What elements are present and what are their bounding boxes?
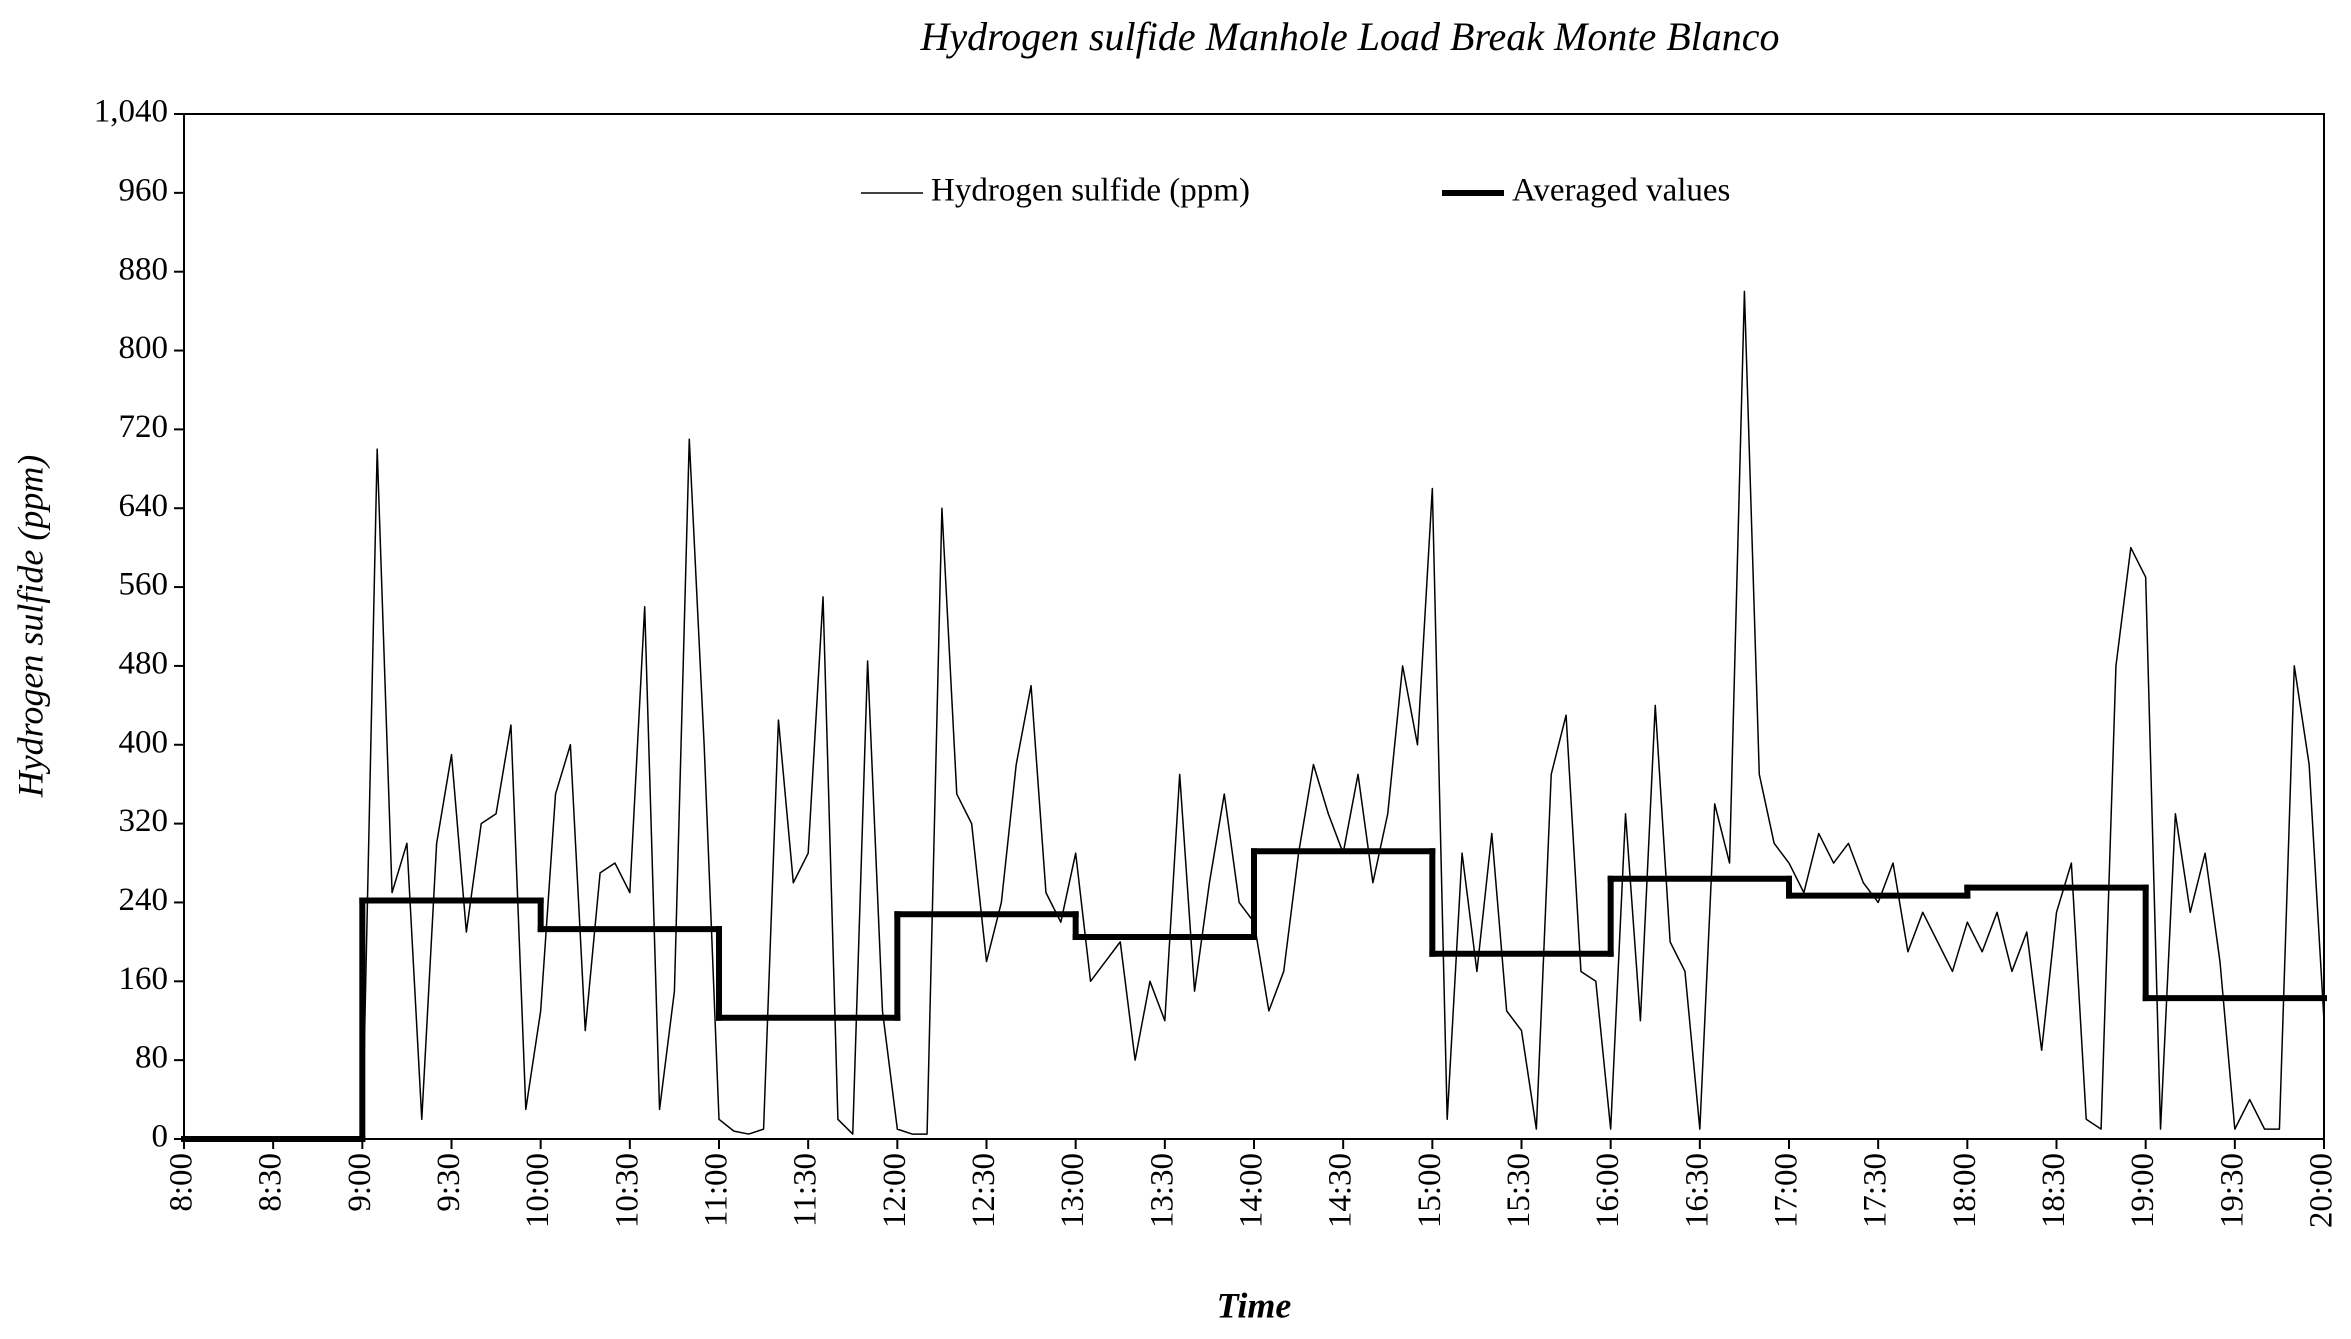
y-tick-label: 240 [119, 882, 169, 918]
x-tick-label: 12:30 [966, 1153, 1002, 1228]
x-tick-label: 14:30 [1323, 1153, 1359, 1228]
legend-label: Hydrogen sulfide (ppm) [931, 173, 1250, 209]
x-tick-label: 8:30 [253, 1153, 289, 1212]
y-tick-label: 480 [119, 646, 169, 682]
plot-frame [183, 113, 2325, 1140]
x-tick-label: 19:00 [2125, 1153, 2161, 1228]
x-tick-label: 17:30 [1858, 1153, 1894, 1228]
x-tick-label: 17:00 [1769, 1153, 1805, 1228]
x-tick-label: 15:30 [1501, 1153, 1537, 1228]
x-tick-label: 12:00 [877, 1153, 913, 1228]
x-tick-label: 9:00 [342, 1153, 378, 1212]
x-tick-label: 14:00 [1234, 1153, 1270, 1228]
x-tick-label: 16:00 [1590, 1153, 1626, 1228]
x-tick-label: 13:30 [1144, 1153, 1180, 1228]
x-tick-label: 16:30 [1679, 1153, 1715, 1228]
x-tick-label: 20:00 [2304, 1153, 2340, 1228]
x-tick-label: 13:00 [1055, 1153, 1091, 1228]
x-tick-label: 10:00 [520, 1153, 556, 1228]
chart-title: Hydrogen sulfide Manhole Load Break Mont… [919, 14, 1779, 59]
x-axis-label: Time [1217, 1285, 1292, 1325]
legend-label: Averaged values [1512, 173, 1730, 209]
y-tick-label: 320 [119, 803, 169, 839]
y-tick-label: 1,040 [94, 94, 168, 130]
x-tick-label: 9:30 [431, 1153, 467, 1212]
x-tick-label: 19:30 [2214, 1153, 2250, 1228]
y-tick-label: 560 [119, 567, 169, 603]
x-tick-label: 15:00 [1412, 1153, 1448, 1228]
y-tick-label: 80 [135, 1040, 168, 1076]
y-tick-label: 880 [119, 251, 169, 287]
x-tick-label: 8:00 [164, 1153, 200, 1212]
data-line [361, 290, 2325, 1140]
y-tick-label: 800 [119, 330, 169, 366]
y-tick-label: 720 [119, 409, 169, 445]
y-tick-label: 960 [119, 172, 169, 208]
y-axis-label: Hydrogen sulfide (ppm) [10, 455, 50, 799]
x-tick-label: 18:30 [2036, 1153, 2072, 1228]
x-tick-label: 18:00 [1947, 1153, 1983, 1228]
x-tick-label: 11:00 [699, 1153, 735, 1227]
y-tick-label: 640 [119, 488, 169, 524]
y-tick-label: 0 [152, 1119, 169, 1155]
y-tick-label: 160 [119, 961, 169, 997]
x-tick-label: 10:30 [609, 1153, 645, 1228]
x-tick-label: 11:30 [788, 1153, 824, 1227]
y-tick-label: 400 [119, 724, 169, 760]
